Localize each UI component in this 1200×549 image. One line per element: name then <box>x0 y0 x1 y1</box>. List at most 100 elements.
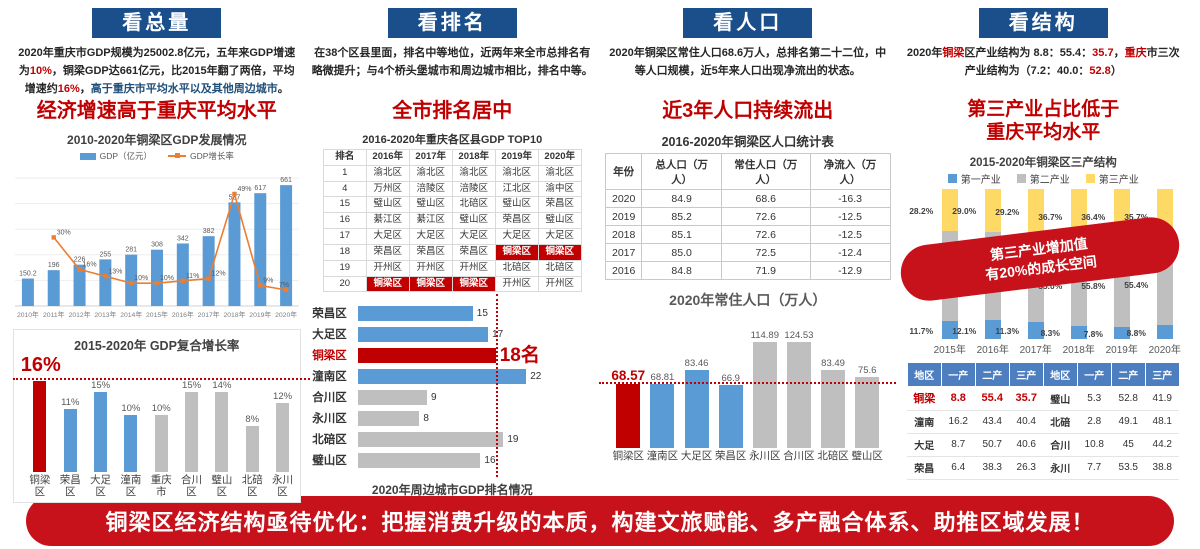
bar-swatch-icon <box>79 152 96 160</box>
label-line: 北碚 <box>241 474 263 486</box>
table-row: 2018 85.1 72.6 -12.5 <box>604 225 891 244</box>
bar-slot: 10% <box>146 380 176 472</box>
segment-value-label: 11.3% <box>995 326 1020 337</box>
text-segment: ， <box>79 83 91 96</box>
table-cell: 40.6 <box>1009 433 1044 457</box>
table-cell: 2016 <box>604 261 643 280</box>
bar <box>176 243 189 306</box>
table-cell: 铜梁区 <box>408 275 453 293</box>
gdp-chart-legend: GDP（亿元） GDP增长率 <box>79 150 234 162</box>
element: 地区 一产 二产 三产 地区 一产 二产 三产 <box>906 361 1180 387</box>
x-axis-label: 北碚区 <box>237 474 267 498</box>
table-cell: 大足区 <box>494 228 539 245</box>
table-cell: 45 <box>1111 433 1146 457</box>
table-cell: 北碚区 <box>537 259 582 277</box>
bar <box>358 368 527 384</box>
bar-slot: 68.81 <box>645 330 679 448</box>
table-row: 18 荣昌区 荣昌区 荣昌区 铜梁区 铜梁区 <box>322 243 582 261</box>
text-segment: 16% <box>57 83 80 96</box>
label-line: 区 <box>95 486 106 499</box>
text-segment: 52.8 <box>1089 65 1111 78</box>
x-axis-label: 2016年 <box>976 344 1009 356</box>
table-cell: 85.1 <box>641 225 722 244</box>
table-cell: 40.4 <box>1009 410 1044 434</box>
table-cell: 北碚 <box>1043 410 1078 434</box>
x-axis-label: 2018年 <box>223 310 245 319</box>
text-segment: 。 <box>277 83 289 96</box>
legend-item-tertiary: 第三产业 <box>1085 171 1139 186</box>
table-cell: 铜梁区 <box>537 243 582 261</box>
square-swatch-icon <box>1085 173 1095 183</box>
table-row: 15 璧山区 璧山区 北碚区 璧山区 荣昌区 <box>322 196 582 214</box>
x-axis-label: 2012年 <box>68 310 90 319</box>
x-axis-label: 大足区 <box>680 450 713 462</box>
label-line: 区 <box>246 486 258 499</box>
table-cell: 綦江区 <box>408 212 453 230</box>
headline-population: 近3年人口持续流出 <box>662 99 833 123</box>
table-cell: 荣昌区 <box>365 243 410 261</box>
bar <box>358 305 473 321</box>
text-segment: 2020年重庆市GDP规模为25002.8亿元，五年来GDP增速为 <box>18 47 296 78</box>
y-axis-label: 永川区 <box>312 413 347 426</box>
bar-value-label: 10% <box>121 402 141 414</box>
table-cell: 潼南 <box>907 410 942 434</box>
table-cell: 49.1 <box>1111 410 1146 434</box>
column-header: 二产 <box>974 361 1010 387</box>
y-axis-label: 潼南区 <box>312 371 347 384</box>
bar-slot: 68.57 <box>611 330 645 448</box>
growth-value-label: 16% <box>82 261 96 268</box>
bar <box>150 249 163 306</box>
bar-value-label: 14% <box>212 380 232 391</box>
column-header: 三产 <box>1144 361 1180 387</box>
bottom-banner: 铜梁区经济结构亟待优化：把握消费升级的本质，构建文旅赋能、多产融合体系、助推区域… <box>26 496 1174 546</box>
table-cell: 荣昌区 <box>537 196 582 214</box>
x-axis-label: 2013年 <box>94 310 116 319</box>
hbar-row: 北碚区 19 <box>312 431 592 447</box>
segment-value-label: 55.8% <box>1081 281 1106 292</box>
table-cell: 43.4 <box>975 410 1010 434</box>
table-cell: 大足区 <box>365 228 410 245</box>
table-cell: 19 <box>322 259 367 277</box>
table-cell: 2.8 <box>1077 410 1112 434</box>
column-header: 一产 <box>940 361 976 387</box>
table-cell: 綦江区 <box>365 212 410 230</box>
bar-value-label: 226 <box>73 257 85 264</box>
bar <box>358 326 489 342</box>
segment-value-label: 36.7% <box>1038 212 1063 223</box>
growth-marker <box>128 280 134 286</box>
bar-value-label: 68.57 <box>611 367 646 383</box>
column-header: 地区 <box>1042 361 1078 387</box>
legend-label: 第二产业 <box>1029 174 1070 186</box>
x-axis-label: 潼南区 <box>646 450 679 462</box>
column-header: 年份 <box>604 153 643 190</box>
industry-chart-legend: 第一产业 第二产业 第三产业 <box>947 171 1139 186</box>
section-header-ranking: 看排名 <box>387 8 517 38</box>
table-cell: 2017 <box>604 243 643 262</box>
column-header: 三产 <box>1008 361 1044 387</box>
square-swatch-icon <box>947 173 957 183</box>
bar-value-label: 8% <box>245 414 260 425</box>
bar <box>245 426 259 472</box>
headline-total: 经济增速高于重庆平均水平 <box>37 99 277 123</box>
column-header: 2019年 <box>494 149 539 166</box>
segment-value-label: 29.0% <box>952 206 977 217</box>
table-cell: 5.3 <box>1077 386 1112 411</box>
table-cell: 1 <box>322 164 367 182</box>
growth-marker <box>232 191 237 197</box>
x-axis-label: 2011年 <box>43 310 65 319</box>
bar <box>47 270 60 306</box>
pop_bar-plot: 68.57 68.81 83.46 66.9 114.89 124.53 83.49 75.6… <box>599 330 897 462</box>
x-axis-label: 荣昌区 <box>714 450 747 462</box>
table-cell: 大足区 <box>408 228 453 245</box>
table-cell: 涪陵区 <box>451 180 496 198</box>
column-header: 总人口（万人） <box>641 153 722 190</box>
legend-label: 第三产业 <box>1098 174 1139 186</box>
table-cell: 璧山区 <box>365 196 410 214</box>
intro-text-total: 2020年重庆市GDP规模为25002.8亿元，五年来GDP增速为10%，铜梁G… <box>15 44 298 96</box>
table-cell: 涪陵区 <box>408 180 453 198</box>
column-header: 2018年 <box>451 149 496 166</box>
bar-track: 9 <box>358 389 592 405</box>
x-axis-labels: 2015年 2016年 2017年 2018年 2019年 2020年 <box>900 341 1186 356</box>
table-cell: 72.6 <box>720 207 811 226</box>
table-cell: 16.2 <box>941 410 976 434</box>
